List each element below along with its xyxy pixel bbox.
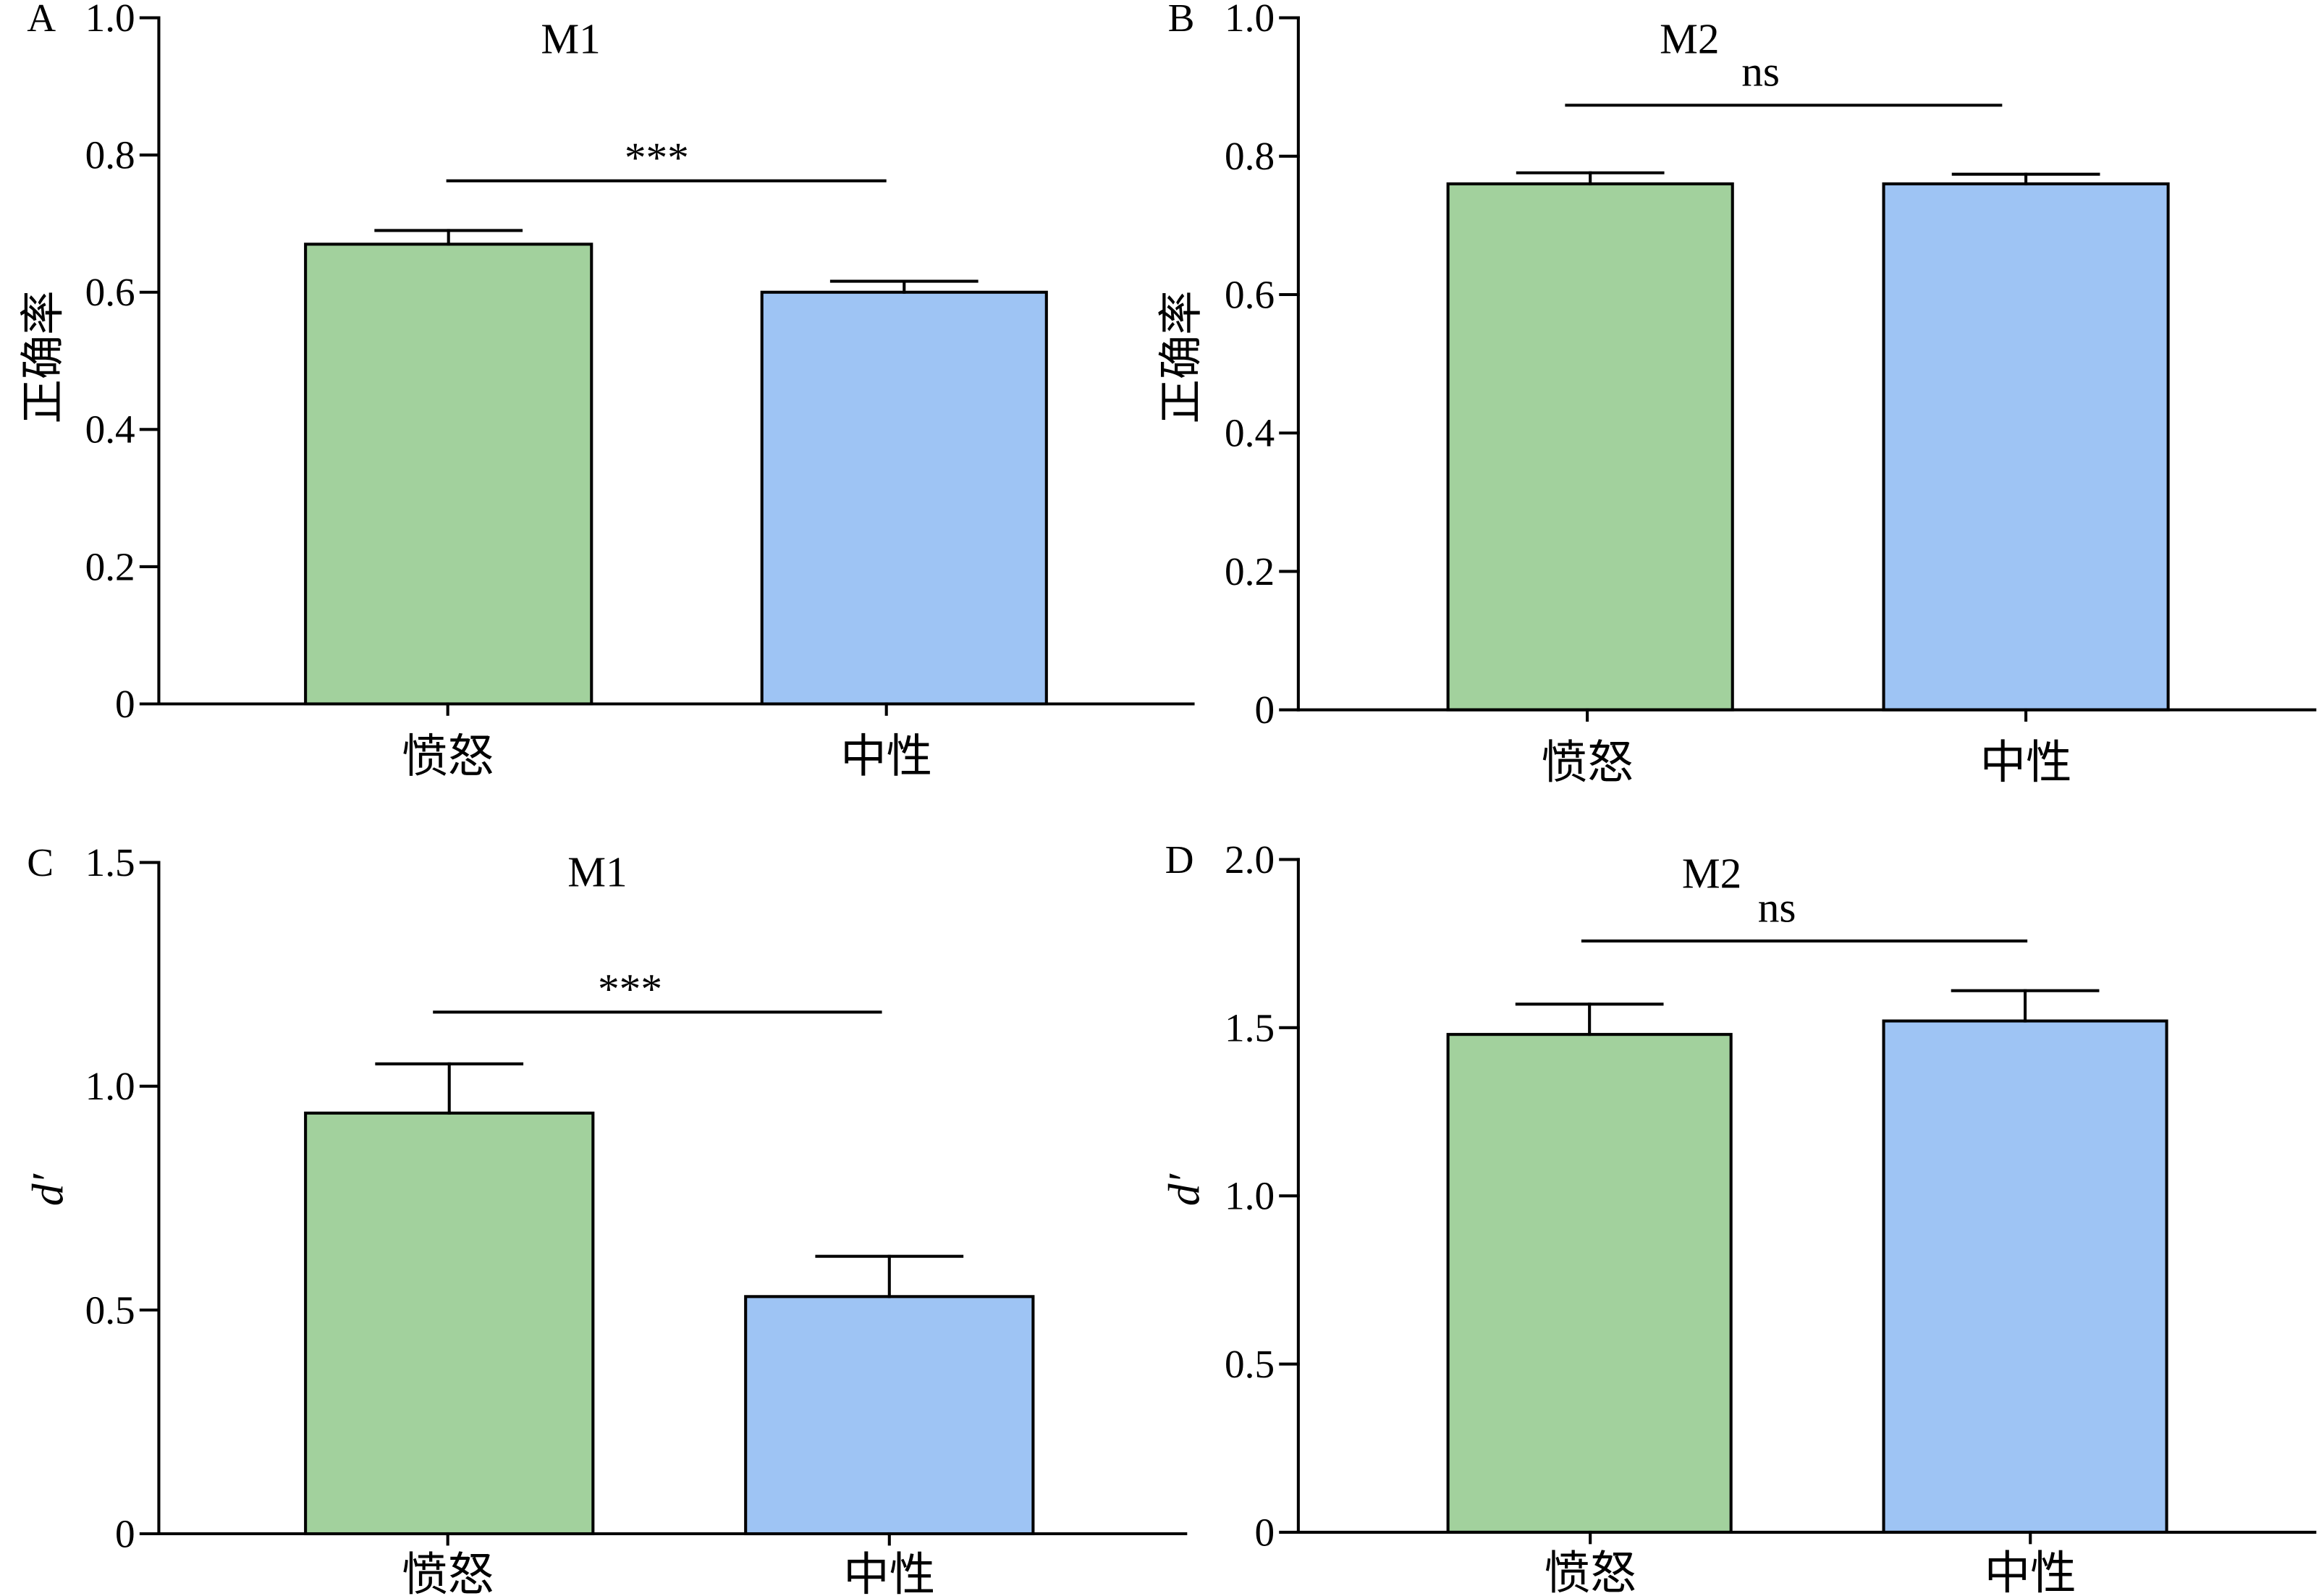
error-bar xyxy=(1951,989,2100,1023)
panel-c: 愤怒 中性 0 0.5 1.0 1.5 d′ C M1 *** xyxy=(23,840,1188,1596)
error-bar xyxy=(375,1062,524,1115)
y-tick-label: 1.0 xyxy=(85,0,135,40)
panel-label: D xyxy=(1165,837,1194,882)
y-tick-label: 0.8 xyxy=(85,133,135,177)
y-axis-label: d′ xyxy=(23,1173,72,1206)
significance-label: ns xyxy=(1758,883,1796,931)
x-tick-label: 愤怒 xyxy=(402,731,494,782)
y-tick-label: 0.5 xyxy=(1225,1342,1275,1386)
error-bar xyxy=(374,229,523,246)
bar-neutral xyxy=(1882,182,2170,712)
y-tick-label: 0 xyxy=(115,1511,135,1555)
chart-title: M2 xyxy=(1660,15,1719,63)
bar-neutral xyxy=(744,1295,1035,1536)
y-tick-label: 2.0 xyxy=(1225,837,1275,882)
error-bar xyxy=(1516,171,1665,186)
x-tick-label: 中性 xyxy=(843,1549,935,1596)
y-tick-label: 0 xyxy=(1254,688,1275,732)
bar-anger xyxy=(1446,1033,1733,1534)
y-tick-label: 1.0 xyxy=(1225,1174,1275,1218)
x-tick-label: 中性 xyxy=(840,731,932,782)
y-tick-label: 0.2 xyxy=(85,544,135,588)
y-tick-label: 0 xyxy=(1254,1510,1275,1554)
panel-b: 愤怒 中性 0 0.2 0.4 0.6 0.8 1.0 正确率 B M2 ns xyxy=(1157,0,2317,788)
y-tick-label: 0.6 xyxy=(1225,272,1275,316)
panel-label: A xyxy=(27,0,56,40)
bar-neutral xyxy=(1882,1019,2168,1534)
x-tick-label: 中性 xyxy=(1980,737,2072,788)
y-tick-label: 0.2 xyxy=(1225,549,1275,594)
significance-label: *** xyxy=(598,965,662,1013)
error-bar xyxy=(1515,1002,1664,1036)
significance-label: *** xyxy=(625,133,689,181)
error-bar xyxy=(815,1254,964,1299)
y-axis-label: 正确率 xyxy=(19,290,68,423)
chart-title: M1 xyxy=(541,15,600,63)
y-tick-label: 1.5 xyxy=(85,840,135,884)
y-tick-label: 0.4 xyxy=(1225,411,1275,455)
y-axis-label: 正确率 xyxy=(1157,290,1207,423)
bar-anger xyxy=(304,1111,595,1536)
y-tick-label: 0.5 xyxy=(85,1288,135,1332)
y-tick-label: 0.6 xyxy=(85,270,135,314)
x-tick-label: 愤怒 xyxy=(1542,737,1634,788)
panel-d: 愤怒 中性 0 0.5 1.0 1.5 2.0 d′ D M2 ns xyxy=(1160,837,2317,1596)
y-tick-label: 0 xyxy=(115,682,135,726)
chart-title: M2 xyxy=(1682,849,1741,897)
x-tick-label: 愤怒 xyxy=(402,1549,494,1596)
error-bar xyxy=(829,279,979,294)
y-tick-label: 1.0 xyxy=(1225,0,1275,40)
chart-title: M1 xyxy=(567,848,627,895)
x-tick-label: 愤怒 xyxy=(1545,1548,1636,1596)
error-bar xyxy=(1951,172,2100,186)
y-tick-label: 0.4 xyxy=(85,408,135,452)
bar-anger xyxy=(304,242,593,706)
bar-neutral xyxy=(760,290,1048,706)
bar-anger xyxy=(1446,182,1734,712)
panel-label: C xyxy=(27,840,54,884)
panel-a: 愤怒 中性 0 0.2 0.4 0.6 0.8 1.0 正确率 A M1 *** xyxy=(19,0,1195,782)
y-tick-label: 1.0 xyxy=(85,1064,135,1108)
significance-label: ns xyxy=(1741,48,1780,96)
panel-label: B xyxy=(1168,0,1195,40)
x-tick-label: 中性 xyxy=(1985,1548,2076,1596)
y-axis-label: d′ xyxy=(1160,1173,1209,1206)
y-tick-label: 0.8 xyxy=(1225,134,1275,178)
y-tick-label: 1.5 xyxy=(1225,1005,1275,1050)
